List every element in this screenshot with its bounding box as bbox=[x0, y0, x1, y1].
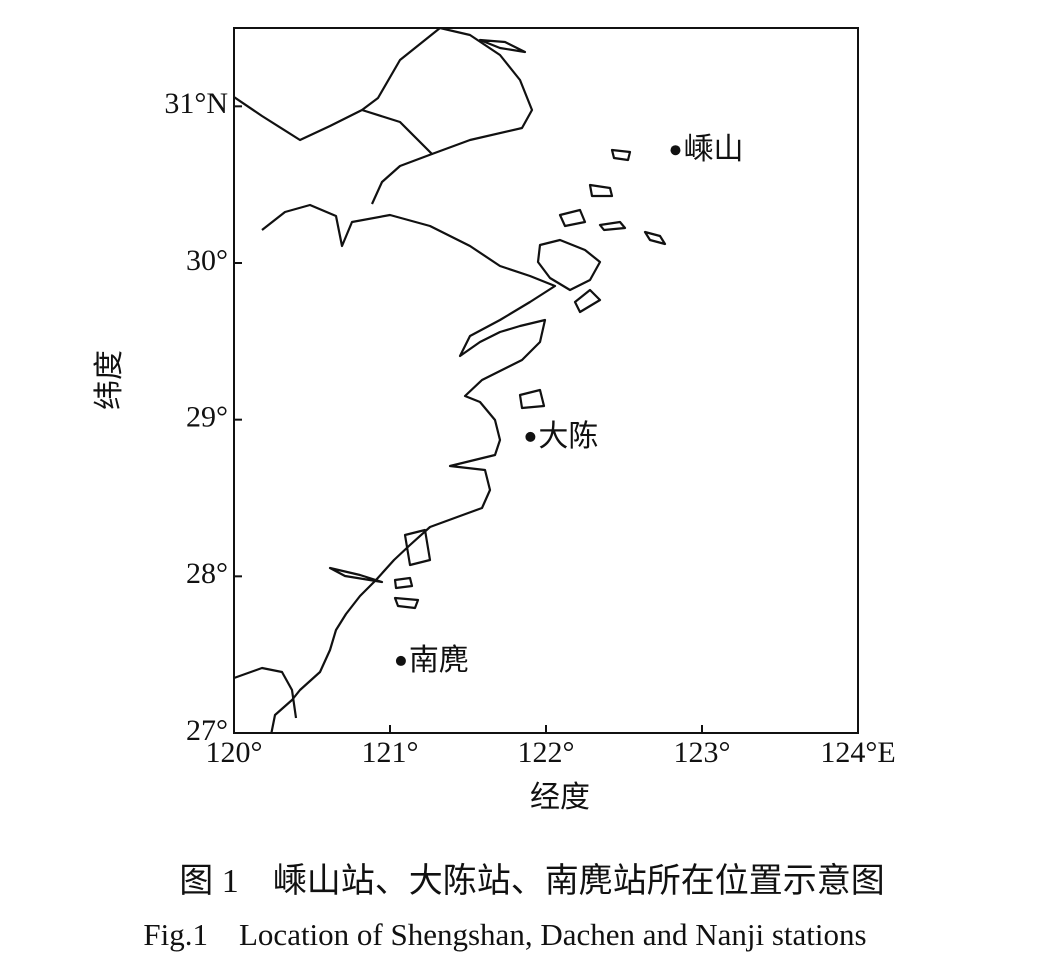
northern-coast bbox=[234, 96, 434, 205]
caption-english: Fig.1 Location of Shengshan, Dachen and … bbox=[143, 917, 866, 952]
y-tick-label: 28° bbox=[186, 557, 228, 590]
x-tick-label: 124°E bbox=[820, 736, 895, 769]
islands bbox=[328, 38, 667, 610]
y-tick-label: 30° bbox=[186, 244, 228, 277]
station-label: 南麂 bbox=[409, 644, 469, 677]
x-tick-label: 123° bbox=[674, 736, 731, 769]
x-tick-label: 122° bbox=[518, 736, 575, 769]
y-axis-label: 纬度 bbox=[93, 350, 126, 410]
x-tick-label: 121° bbox=[362, 736, 419, 769]
station-dot bbox=[395, 655, 406, 666]
southwest-coast bbox=[234, 666, 298, 719]
station-dot bbox=[525, 431, 536, 442]
station-label: 大陈 bbox=[538, 420, 598, 453]
caption-chinese: 图 1 嵊山站、大陈站、南麂站所在位置示意图 bbox=[179, 862, 885, 900]
x-axis-label: 经度 bbox=[530, 781, 590, 814]
y-tick-label: 27° bbox=[186, 714, 228, 747]
x-tick-label: 120° bbox=[206, 736, 263, 769]
station-label: 嵊山 bbox=[683, 133, 743, 166]
coastline bbox=[234, 28, 667, 733]
mainland-coast bbox=[261, 203, 557, 733]
station-dot bbox=[670, 145, 681, 156]
y-tick-label: 29° bbox=[186, 401, 228, 434]
y-tick-label: 31°N bbox=[164, 87, 228, 120]
map-frame bbox=[233, 27, 859, 734]
shanghai-coast bbox=[361, 28, 534, 156]
